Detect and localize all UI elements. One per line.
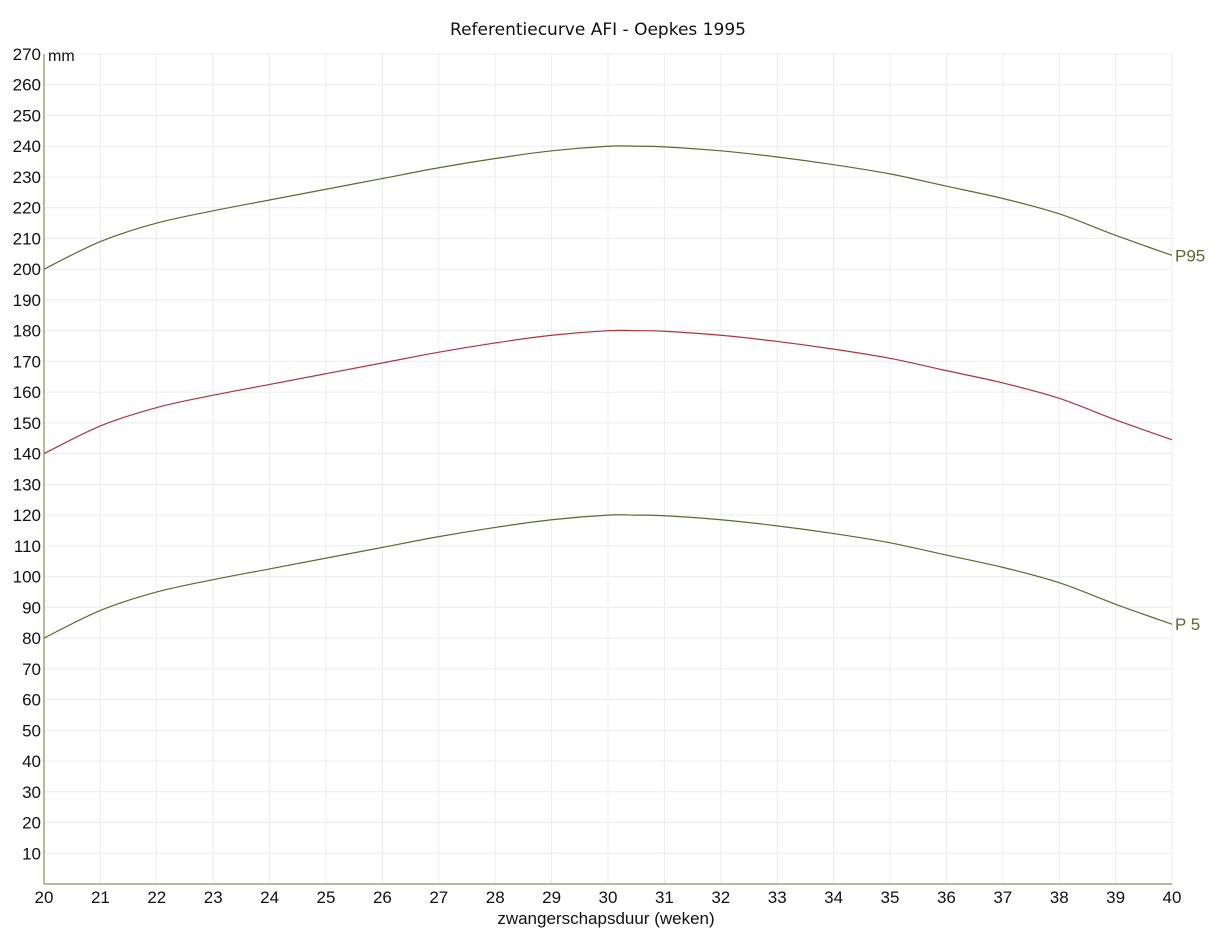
y-tick-label: 50 bbox=[22, 721, 41, 740]
y-tick-label: 120 bbox=[13, 506, 41, 525]
y-tick-label: 240 bbox=[13, 137, 41, 156]
series-line bbox=[43, 514, 1173, 639]
y-tick-label: 90 bbox=[22, 598, 41, 617]
series-label: P95 bbox=[1175, 246, 1205, 265]
x-tick-label: 24 bbox=[260, 888, 279, 907]
y-tick-label: 150 bbox=[13, 414, 41, 433]
x-tick-label: 34 bbox=[824, 888, 843, 907]
x-tick-label: 39 bbox=[1106, 888, 1125, 907]
y-tick-label: 190 bbox=[13, 291, 41, 310]
x-tick-label: 37 bbox=[993, 888, 1012, 907]
y-tick-label: 210 bbox=[13, 229, 41, 248]
x-tick-label: 23 bbox=[204, 888, 223, 907]
y-tick-labels: 10 20 30 40 50 60 70 80 90 100 110 120 130 140 150 160 1… bbox=[13, 45, 41, 863]
y-tick-label: 80 bbox=[22, 629, 41, 648]
x-tick-label: 29 bbox=[542, 888, 561, 907]
y-tick-label: 100 bbox=[13, 568, 41, 587]
y-tick-label: 10 bbox=[22, 844, 41, 863]
y-tick-label: 230 bbox=[13, 168, 41, 187]
series-labels: P95 P 5 bbox=[1175, 246, 1205, 634]
y-tick-label: 110 bbox=[14, 537, 41, 556]
series-line bbox=[43, 145, 1173, 270]
y-tick-label: 40 bbox=[22, 752, 41, 771]
y-tick-label: 70 bbox=[22, 660, 41, 679]
x-tick-label: 22 bbox=[147, 888, 166, 907]
x-tick-label: 36 bbox=[937, 888, 956, 907]
y-axis-unit-label: mm bbox=[48, 48, 75, 65]
grid bbox=[43, 53, 1173, 884]
x-tick-label: 33 bbox=[768, 888, 787, 907]
x-tick-label: 32 bbox=[711, 888, 730, 907]
y-tick-label: 250 bbox=[13, 106, 41, 125]
y-tick-label: 270 bbox=[13, 45, 41, 64]
series-line bbox=[43, 329, 1173, 455]
y-tick-label: 260 bbox=[13, 76, 41, 95]
y-tick-label: 140 bbox=[13, 445, 41, 464]
x-tick-label: 30 bbox=[599, 888, 618, 907]
x-tick-labels: 20 21 22 23 24 25 26 27 28 29 30 31 32 33 34 35 36 37 38 39… bbox=[35, 888, 1182, 907]
x-tick-label: 40 bbox=[1163, 888, 1182, 907]
y-tick-label: 160 bbox=[13, 383, 41, 402]
y-tick-label: 60 bbox=[22, 691, 41, 710]
x-tick-label: 26 bbox=[373, 888, 392, 907]
x-tick-label: 27 bbox=[429, 888, 448, 907]
y-tick-label: 130 bbox=[13, 475, 41, 494]
y-tick-label: 220 bbox=[13, 199, 41, 218]
x-tick-label: 38 bbox=[1050, 888, 1069, 907]
y-tick-label: 30 bbox=[22, 783, 41, 802]
x-tick-label: 35 bbox=[881, 888, 900, 907]
x-tick-label: 20 bbox=[35, 888, 54, 907]
y-tick-label: 180 bbox=[13, 322, 41, 341]
x-tick-label: 21 bbox=[91, 888, 110, 907]
y-tick-label: 170 bbox=[13, 352, 41, 371]
x-axis-label: zwangerschapsduur (weken) bbox=[497, 909, 714, 928]
x-tick-label: 31 bbox=[655, 888, 674, 907]
x-tick-label: 28 bbox=[486, 888, 505, 907]
series-label: P 5 bbox=[1175, 615, 1200, 634]
series-lines bbox=[43, 145, 1173, 639]
y-tick-label: 20 bbox=[22, 814, 41, 833]
x-tick-label: 25 bbox=[317, 888, 336, 907]
axes bbox=[43, 54, 1172, 885]
y-tick-label: 200 bbox=[13, 260, 41, 279]
chart-title: Referentiecurve AFI - Oepkes 1995 bbox=[450, 20, 746, 40]
